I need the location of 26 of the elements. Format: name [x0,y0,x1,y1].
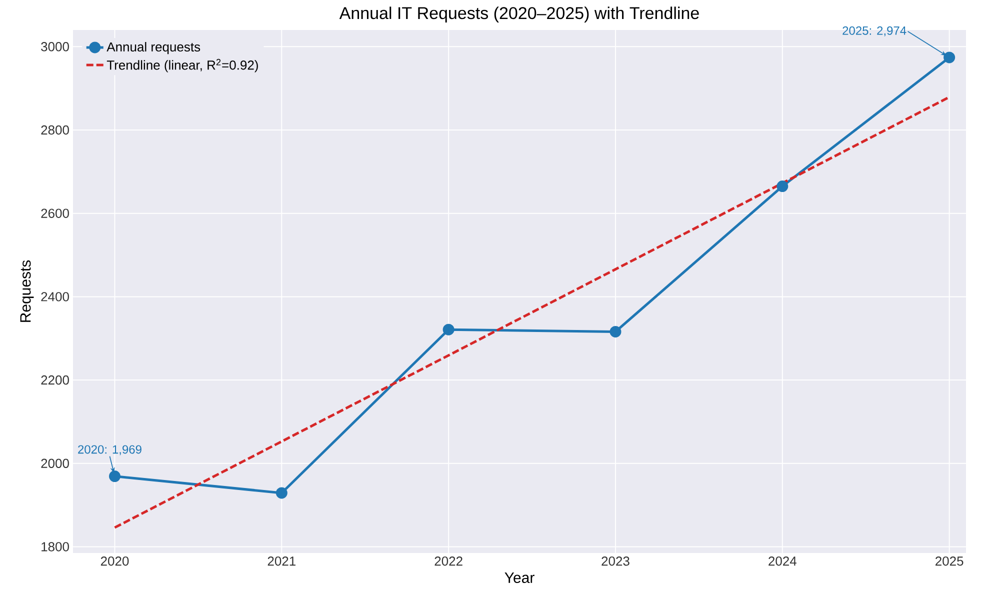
y-axis-title: Requests [20,260,34,322]
y-tick-label: 2400 [41,292,69,302]
annotation: 2020: 1,969 [78,445,142,456]
x-tick-label: 2022 [434,556,462,566]
x-tick-label: 2020 [100,556,129,566]
y-tick-label: 1800 [42,542,69,552]
chart-title: Annual IT Requests (2020–2025) with Trendline [339,6,699,22]
y-tick-label: 3000 [41,42,69,52]
x-axis-title: Year [504,572,534,584]
point [276,487,288,499]
point [442,324,454,336]
y-tick-label: 2600 [41,208,69,218]
point [776,180,788,192]
y-tick-label: 2000 [41,458,69,468]
x-tick-label: 2023 [602,556,630,566]
x-tick-label: 2025 [936,556,964,566]
point [944,52,956,64]
x-tick-label: 2021 [268,556,296,566]
annotation: 2025: 2,974 [842,26,906,36]
point [108,470,120,482]
point [610,326,622,338]
legend-label: Trendline (linear, R$^{2}$=0.92) [106,58,258,72]
x-tick-label: 2024 [768,556,796,566]
y-tick-label: 2800 [41,125,69,135]
y-tick-label: 2200 [41,375,69,385]
legend-label: Annual requests [106,42,200,54]
